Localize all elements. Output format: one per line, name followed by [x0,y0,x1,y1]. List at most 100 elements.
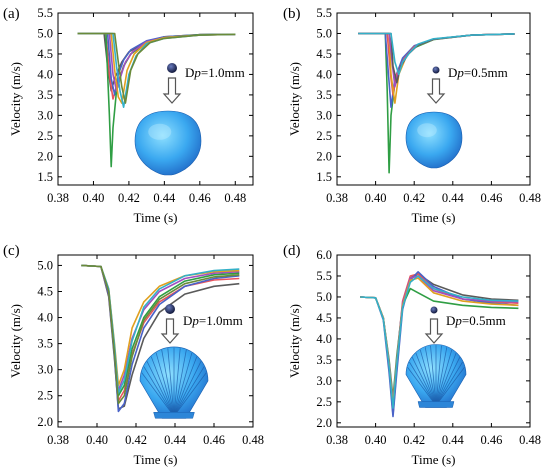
x-tick-label: 0.44 [164,433,187,447]
y-tick-label: 4.0 [37,311,53,325]
y-tick-label: 5.5 [316,269,332,283]
y-tick-label: 3.5 [37,337,53,351]
x-tick-label: 0.48 [224,191,246,205]
panel-label: (a) [3,6,20,22]
y-axis-label: Velocity (m/s) [8,62,23,136]
y-tick-label: 4.5 [37,47,53,61]
y-tick-label: 2.0 [37,415,53,429]
y-tick-label: 2.5 [37,129,53,143]
ribbed-scallop-icon [405,344,467,408]
y-tick-label: 5.5 [37,6,53,20]
particle-dot-small [432,66,440,74]
y-tick-label: 4.0 [316,332,332,346]
x-tick-label: 0.46 [480,191,502,205]
y-tick-label: 3.5 [316,353,332,367]
x-tick-label: 0.42 [118,191,140,205]
axes-frame [336,254,531,428]
y-tick-label: 1.5 [316,170,332,184]
y-tick-label: 3.5 [316,88,332,102]
panel-label: (c) [3,243,20,259]
series-group [360,270,519,418]
y-tick-label: 3.0 [316,374,332,388]
y-tick-label: 3.5 [37,88,53,102]
series-line-7 [360,275,519,409]
smooth-shell-icon [134,110,202,176]
y-tick-label: 5.0 [316,290,332,304]
y-tick-label: 5.0 [37,258,53,272]
panel-label: (b) [283,6,301,22]
y-tick-label: 5.0 [316,26,332,40]
x-tick-label: 0.48 [519,191,541,205]
x-tick-label: 0.44 [442,433,465,447]
series-line-7 [358,32,515,76]
y-tick-label: 1.5 [37,170,53,184]
series-line-8 [77,32,236,104]
particle-dot-large [167,63,177,73]
x-tick-label: 0.48 [519,433,541,447]
panel-label: (d) [283,243,301,259]
down-arrow-icon [426,78,446,104]
x-axis-label: Time (s) [412,210,456,225]
series-group [77,32,236,168]
ribbed-scallop-icon [139,346,209,419]
x-tick-label: 0.38 [47,191,69,205]
y-tick-label: 2.0 [316,416,332,430]
y-tick-label: 4.5 [316,311,332,325]
series-line-1 [77,32,236,92]
axes-frame [57,254,254,428]
x-tick-label: 0.40 [365,433,387,447]
x-tick-label: 0.38 [326,433,348,447]
particle-diameter-label: Dp=0.5mm [446,313,506,328]
down-arrow-icon [162,77,182,104]
x-tick-label: 0.42 [403,433,425,447]
x-tick-label: 0.40 [86,433,108,447]
panel-c: 0.38 0.40 0.42 0.44 0.46 0.48 2.0 2.5 3.0 3.5 4.0 4… [3,243,264,467]
y-tick-label: 4.0 [316,67,332,81]
particle-dot-large [165,304,175,314]
series-line-8 [81,264,240,405]
x-axis-label: Time (s) [134,452,178,467]
particle-diameter-label: Dp=1.0mm [183,313,243,328]
y-tick-label: 4.5 [37,284,53,298]
x-tick-label: 0.40 [365,191,387,205]
y-tick-label: 4.0 [37,67,53,81]
series-line-5 [77,32,236,92]
panel-d: 0.38 0.40 0.42 0.44 0.46 0.48 2.0 2.5 3.0 3.5 4.0 4… [283,243,541,467]
series-group [81,264,240,413]
y-tick-label: 2.5 [316,395,332,409]
down-arrow-icon [160,318,180,344]
y-tick-label: 3.0 [316,108,332,122]
x-tick-label: 0.46 [480,433,502,447]
y-tick-label: 2.5 [37,389,53,403]
y-axis-label: Velocity (m/s) [287,304,302,378]
y-tick-label: 5.0 [37,26,53,40]
series-group [358,32,515,174]
x-tick-label: 0.46 [203,433,225,447]
y-tick-label: 5.5 [316,6,332,20]
y-tick-label: 3.0 [37,108,53,122]
x-tick-label: 0.46 [189,191,211,205]
x-tick-label: 0.44 [442,191,465,205]
x-tick-label: 0.48 [242,433,264,447]
panel-a: 0.38 0.40 0.42 0.44 0.46 0.48 1.5 2.0 2.5 3.0 3.5 4… [3,6,254,225]
x-tick-label: 0.38 [47,433,69,447]
smooth-shell-icon [405,111,463,169]
y-tick-label: 3.0 [37,363,53,377]
axes-frame [57,12,254,186]
down-arrow-icon [424,318,444,344]
y-axis-label: Velocity (m/s) [8,304,23,378]
x-axis-label: Time (s) [134,210,178,225]
panel-b: 0.38 0.40 0.42 0.44 0.46 0.48 1.5 2.0 2.5 3.0 3.5 4… [283,6,541,225]
x-tick-label: 0.40 [83,191,105,205]
y-tick-label: 4.5 [316,47,332,61]
particle-dot-small [430,306,438,314]
y-tick-label: 6.0 [316,248,332,262]
x-axis-label: Time (s) [412,452,456,467]
x-tick-label: 0.42 [403,191,425,205]
x-tick-label: 0.38 [326,191,348,205]
particle-diameter-label: Dp=0.5mm [448,65,508,80]
y-axis-label: Velocity (m/s) [287,62,302,136]
particle-diameter-label: Dp=1.0mm [185,65,245,80]
y-tick-label: 2.5 [316,129,332,143]
x-tick-label: 0.44 [153,191,176,205]
